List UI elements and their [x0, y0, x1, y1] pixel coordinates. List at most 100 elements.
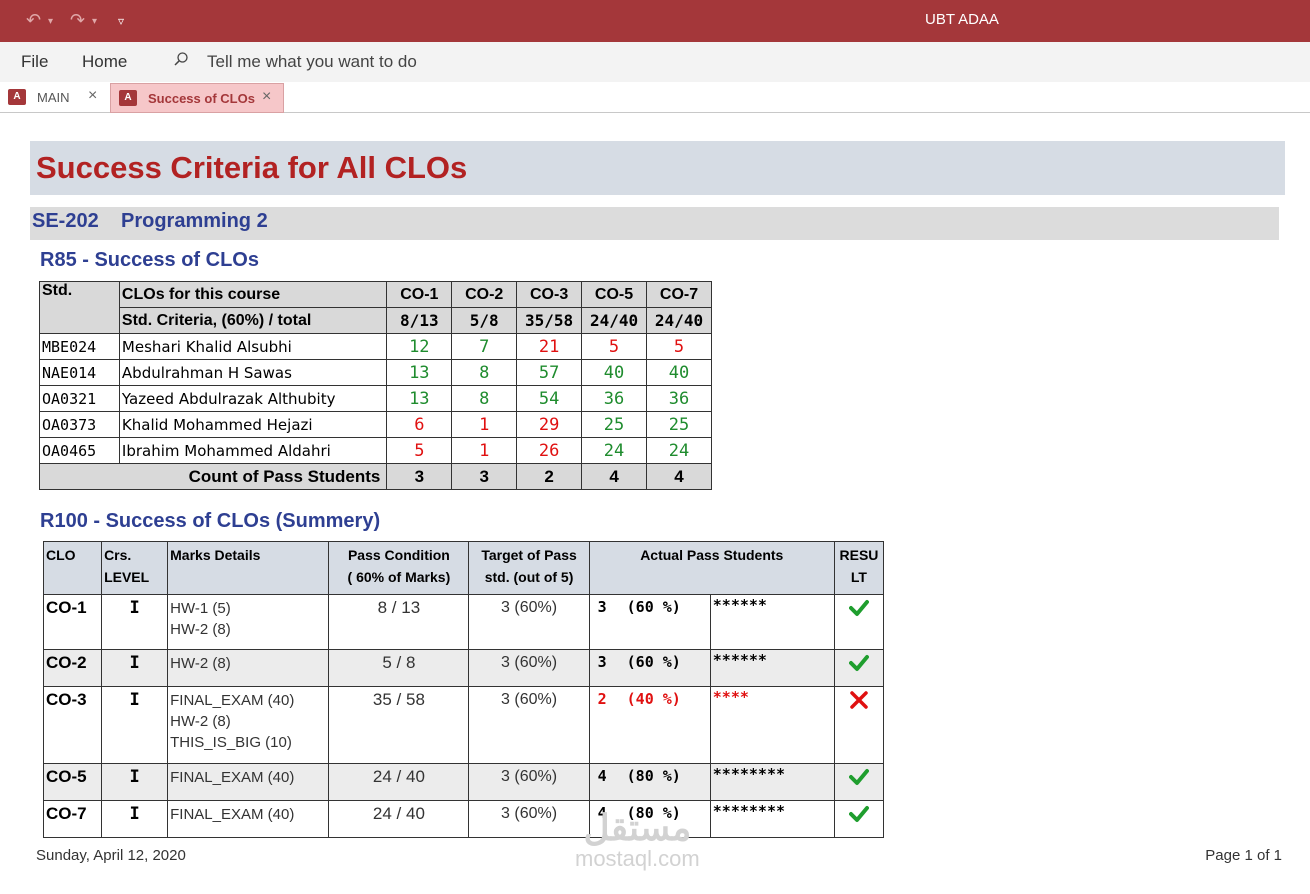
- std-header: Std.: [39, 281, 120, 334]
- score-cell: 12: [386, 333, 453, 360]
- mark-item: FINAL_EXAM (40): [170, 769, 295, 786]
- close-icon[interactable]: ×: [262, 88, 272, 105]
- score-cell: 1: [451, 411, 518, 438]
- menu-file[interactable]: File: [21, 52, 49, 71]
- condition-cell: 8 / 13: [328, 594, 470, 650]
- tab-main[interactable]: A MAIN ×: [0, 83, 108, 111]
- level-header-line: LEVEL: [104, 569, 150, 585]
- score-cell: 40: [581, 359, 648, 386]
- condition-header-line: ( 60% of Marks): [347, 569, 451, 585]
- target-header-line: std. (out of 5): [484, 569, 574, 585]
- student-name: Yazeed Abdulrazak Althubity: [118, 385, 388, 412]
- marks-header: Marks Details: [167, 541, 330, 595]
- access-icon: A: [119, 90, 137, 106]
- check-icon: [848, 600, 869, 616]
- r100-title: R100 - Success of CLOs (Summery): [40, 510, 381, 532]
- score-cell: 7: [451, 333, 518, 360]
- actual-count: 4: [597, 804, 607, 822]
- score-cell: 57: [516, 359, 583, 386]
- check-icon: [848, 769, 869, 785]
- level-cell: I: [101, 686, 169, 764]
- footer-page: Page 1 of 1: [1205, 847, 1282, 864]
- student-row: MBE024 Meshari Khalid Alsubhi 12 7 21 5 5: [39, 333, 712, 360]
- actual-cell: 4 (80 %): [588, 800, 711, 838]
- clo-column-header: CO-1: [386, 281, 453, 308]
- score-cell: 5: [646, 333, 712, 360]
- tab-success-of-clos[interactable]: A Success of CLOs ×: [110, 83, 284, 113]
- condition-header-line: Pass Condition: [347, 547, 450, 563]
- condition-cell: 35 / 58: [328, 686, 470, 764]
- mark-item: FINAL_EXAM (40): [170, 806, 295, 823]
- count-row: Count of Pass Students 3 3 2 4 4: [38, 463, 712, 490]
- score-cell: 24: [581, 437, 648, 464]
- score-cell: 13: [386, 385, 453, 412]
- stars-cell: ********: [709, 800, 835, 838]
- r100-table: CLO Crs. LEVEL Marks Details Pass Condition (…: [42, 541, 885, 838]
- marks-cell: HW-2 (8): [167, 649, 330, 687]
- level-cell: I: [101, 594, 169, 650]
- clo-cell: CO-2: [42, 649, 103, 687]
- student-name: Khalid Mohammed Hejazi: [118, 411, 388, 438]
- student-row: NAE014 Abdulrahman H Sawas 13 8 57 40 40: [39, 359, 712, 386]
- score-cell: 1: [451, 437, 518, 464]
- actual-percent: (40 %): [626, 690, 681, 708]
- check-icon: [848, 806, 869, 822]
- undo-icon[interactable]: ↶: [26, 10, 42, 31]
- clo-cell: CO-1: [42, 594, 103, 650]
- result-cell: [833, 800, 885, 838]
- student-id: OA0465: [39, 437, 120, 464]
- level-header-line: Crs.: [104, 547, 132, 563]
- menu-home[interactable]: Home: [82, 52, 128, 71]
- actual-percent: (80 %): [626, 804, 681, 822]
- redo-icon[interactable]: ↷: [70, 10, 86, 31]
- actual-count: 3: [597, 653, 607, 671]
- student-name: Abdulrahman H Sawas: [118, 359, 388, 386]
- result-header: RESU LT: [833, 541, 885, 595]
- check-icon: [848, 655, 869, 671]
- criteria-label: Std. Criteria, (60%) / total: [118, 307, 388, 334]
- r85-table: Std. CLOs for this course CO-1 CO-2 CO-3 CO-5…: [38, 281, 712, 490]
- customize-qat-icon[interactable]: ▿: [118, 14, 125, 28]
- score-cell: 8: [451, 359, 518, 386]
- stars-cell: ******: [709, 649, 835, 687]
- clo-summary-row: CO-1 I HW-1 (5) HW-2 (8) 8 / 13 3 (60%) 3 (60 %…: [42, 594, 885, 650]
- student-row: OA0465 Ibrahim Mohammed Aldahri 5 1 26 24 24: [39, 437, 712, 464]
- count-value: 2: [516, 463, 583, 490]
- redo-dropdown-icon[interactable]: ▾: [92, 16, 98, 27]
- actual-percent: (80 %): [626, 767, 681, 785]
- result-header-line: RESU: [839, 547, 879, 563]
- actual-header-line: Actual Pass Students: [640, 547, 784, 563]
- student-row: OA0321 Yazeed Abdulrazak Althubity 13 8 54 36…: [39, 385, 712, 412]
- course-band: SE-202 Programming 2: [30, 207, 1279, 240]
- score-cell: 36: [581, 385, 648, 412]
- undo-dropdown-icon[interactable]: ▾: [48, 16, 54, 27]
- student-id: OA0373: [39, 411, 120, 438]
- actual-percent: (60 %): [626, 653, 681, 671]
- cross-icon: [850, 691, 868, 709]
- tell-me-search-input[interactable]: Tell me what you want to do: [207, 52, 417, 71]
- result-cell: [833, 594, 885, 650]
- target-cell: 3 (60%): [468, 763, 590, 801]
- level-cell: I: [101, 800, 169, 838]
- r100-header-row: CLO Crs. LEVEL Marks Details Pass Condition (…: [42, 541, 885, 595]
- actual-count: 3: [597, 598, 607, 616]
- criteria-value: 24/40: [646, 307, 712, 334]
- condition-header: Pass Condition ( 60% of Marks): [328, 541, 470, 595]
- score-cell: 5: [386, 437, 453, 464]
- marks-cell: HW-1 (5) HW-2 (8): [167, 594, 330, 650]
- tab-main-label: MAIN: [37, 90, 70, 105]
- score-cell: 13: [386, 359, 453, 386]
- score-cell: 25: [646, 411, 712, 438]
- search-icon[interactable]: [174, 52, 188, 66]
- condition-cell: 24 / 40: [328, 763, 470, 801]
- course-name: Programming 2: [121, 210, 268, 232]
- count-value: 3: [451, 463, 518, 490]
- clo-column-header: CO-7: [646, 281, 712, 308]
- marks-cell: FINAL_EXAM (40): [167, 800, 330, 838]
- marks-header-line: Marks Details: [170, 547, 261, 563]
- score-cell: 24: [646, 437, 712, 464]
- close-icon[interactable]: ×: [88, 87, 98, 104]
- mark-item: HW-2 (8): [170, 621, 231, 638]
- clo-summary-row: CO-7 I FINAL_EXAM (40) 24 / 40 3 (60%) 4 (80 %…: [42, 800, 885, 838]
